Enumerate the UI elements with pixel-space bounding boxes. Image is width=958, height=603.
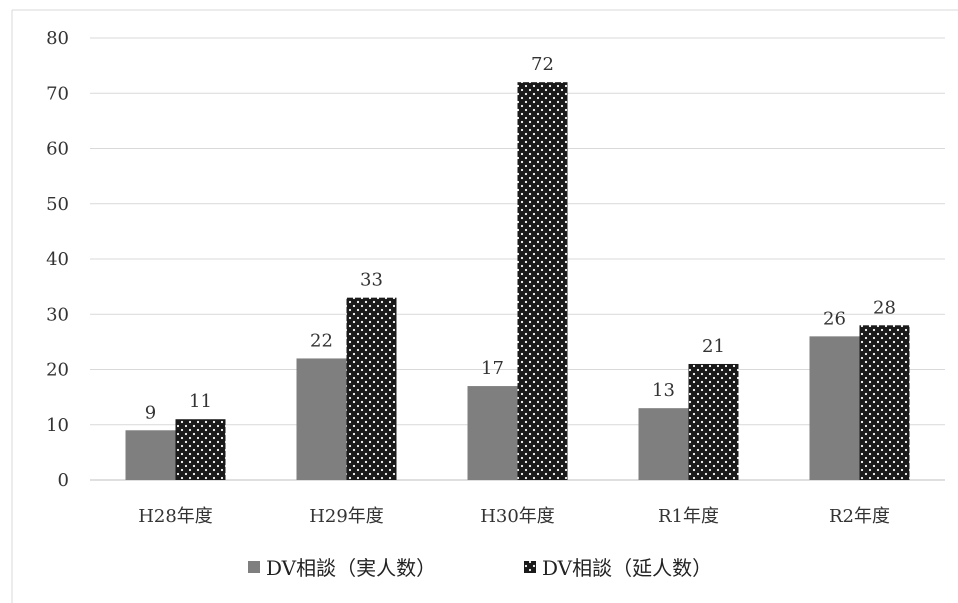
bar-actual: [809, 336, 860, 480]
data-label: 26: [823, 308, 846, 329]
bar-total: [175, 419, 226, 480]
legend-swatch: [524, 561, 536, 573]
data-label: 72: [531, 54, 554, 75]
y-tick-label: 30: [46, 304, 69, 325]
data-label: 28: [873, 297, 896, 318]
data-label: 11: [189, 391, 212, 412]
x-category-label: H29年度: [309, 506, 384, 527]
legend-swatch: [248, 561, 260, 573]
y-tick-label: 20: [46, 360, 69, 381]
bar-actual: [296, 358, 347, 480]
data-label: 22: [310, 330, 333, 351]
legend-label: DV相談（実人数）: [266, 556, 436, 580]
data-label: 33: [360, 270, 383, 291]
data-label: 17: [481, 358, 504, 379]
bar-actual: [638, 408, 689, 480]
data-label: 9: [145, 402, 156, 423]
bar-total: [517, 82, 568, 480]
bar-total: [859, 325, 910, 480]
y-tick-label: 80: [46, 28, 69, 49]
legend-label: DV相談（延人数）: [542, 556, 712, 580]
legend: DV相談（実人数） DV相談（延人数）: [248, 556, 712, 580]
bar-total: [688, 363, 739, 480]
x-category-label: R1年度: [658, 506, 719, 527]
bar-total: [346, 297, 397, 480]
x-category-label: H28年度: [138, 506, 213, 527]
data-label: 13: [652, 380, 675, 401]
y-tick-label: 50: [46, 194, 69, 215]
data-label: 21: [702, 336, 725, 357]
y-tick-label: 70: [46, 83, 69, 104]
bar-actual: [467, 386, 518, 480]
y-tick-label: 60: [46, 139, 69, 160]
bar-actual: [125, 430, 176, 480]
y-axis-ticks: 0 10 20 30 40 50 60 70 80: [46, 28, 69, 491]
x-category-label: H30年度: [480, 506, 555, 527]
y-tick-label: 0: [58, 470, 69, 491]
x-category-label: R2年度: [829, 506, 890, 527]
y-tick-label: 40: [46, 249, 69, 270]
y-tick-label: 10: [46, 415, 69, 436]
x-axis-categories: H28年度 H29年度 H30年度 R1年度 R2年度: [138, 506, 890, 527]
data-labels: 9 11 22 33 17 72 13 21 26 28: [145, 54, 896, 423]
bars: [125, 82, 910, 480]
